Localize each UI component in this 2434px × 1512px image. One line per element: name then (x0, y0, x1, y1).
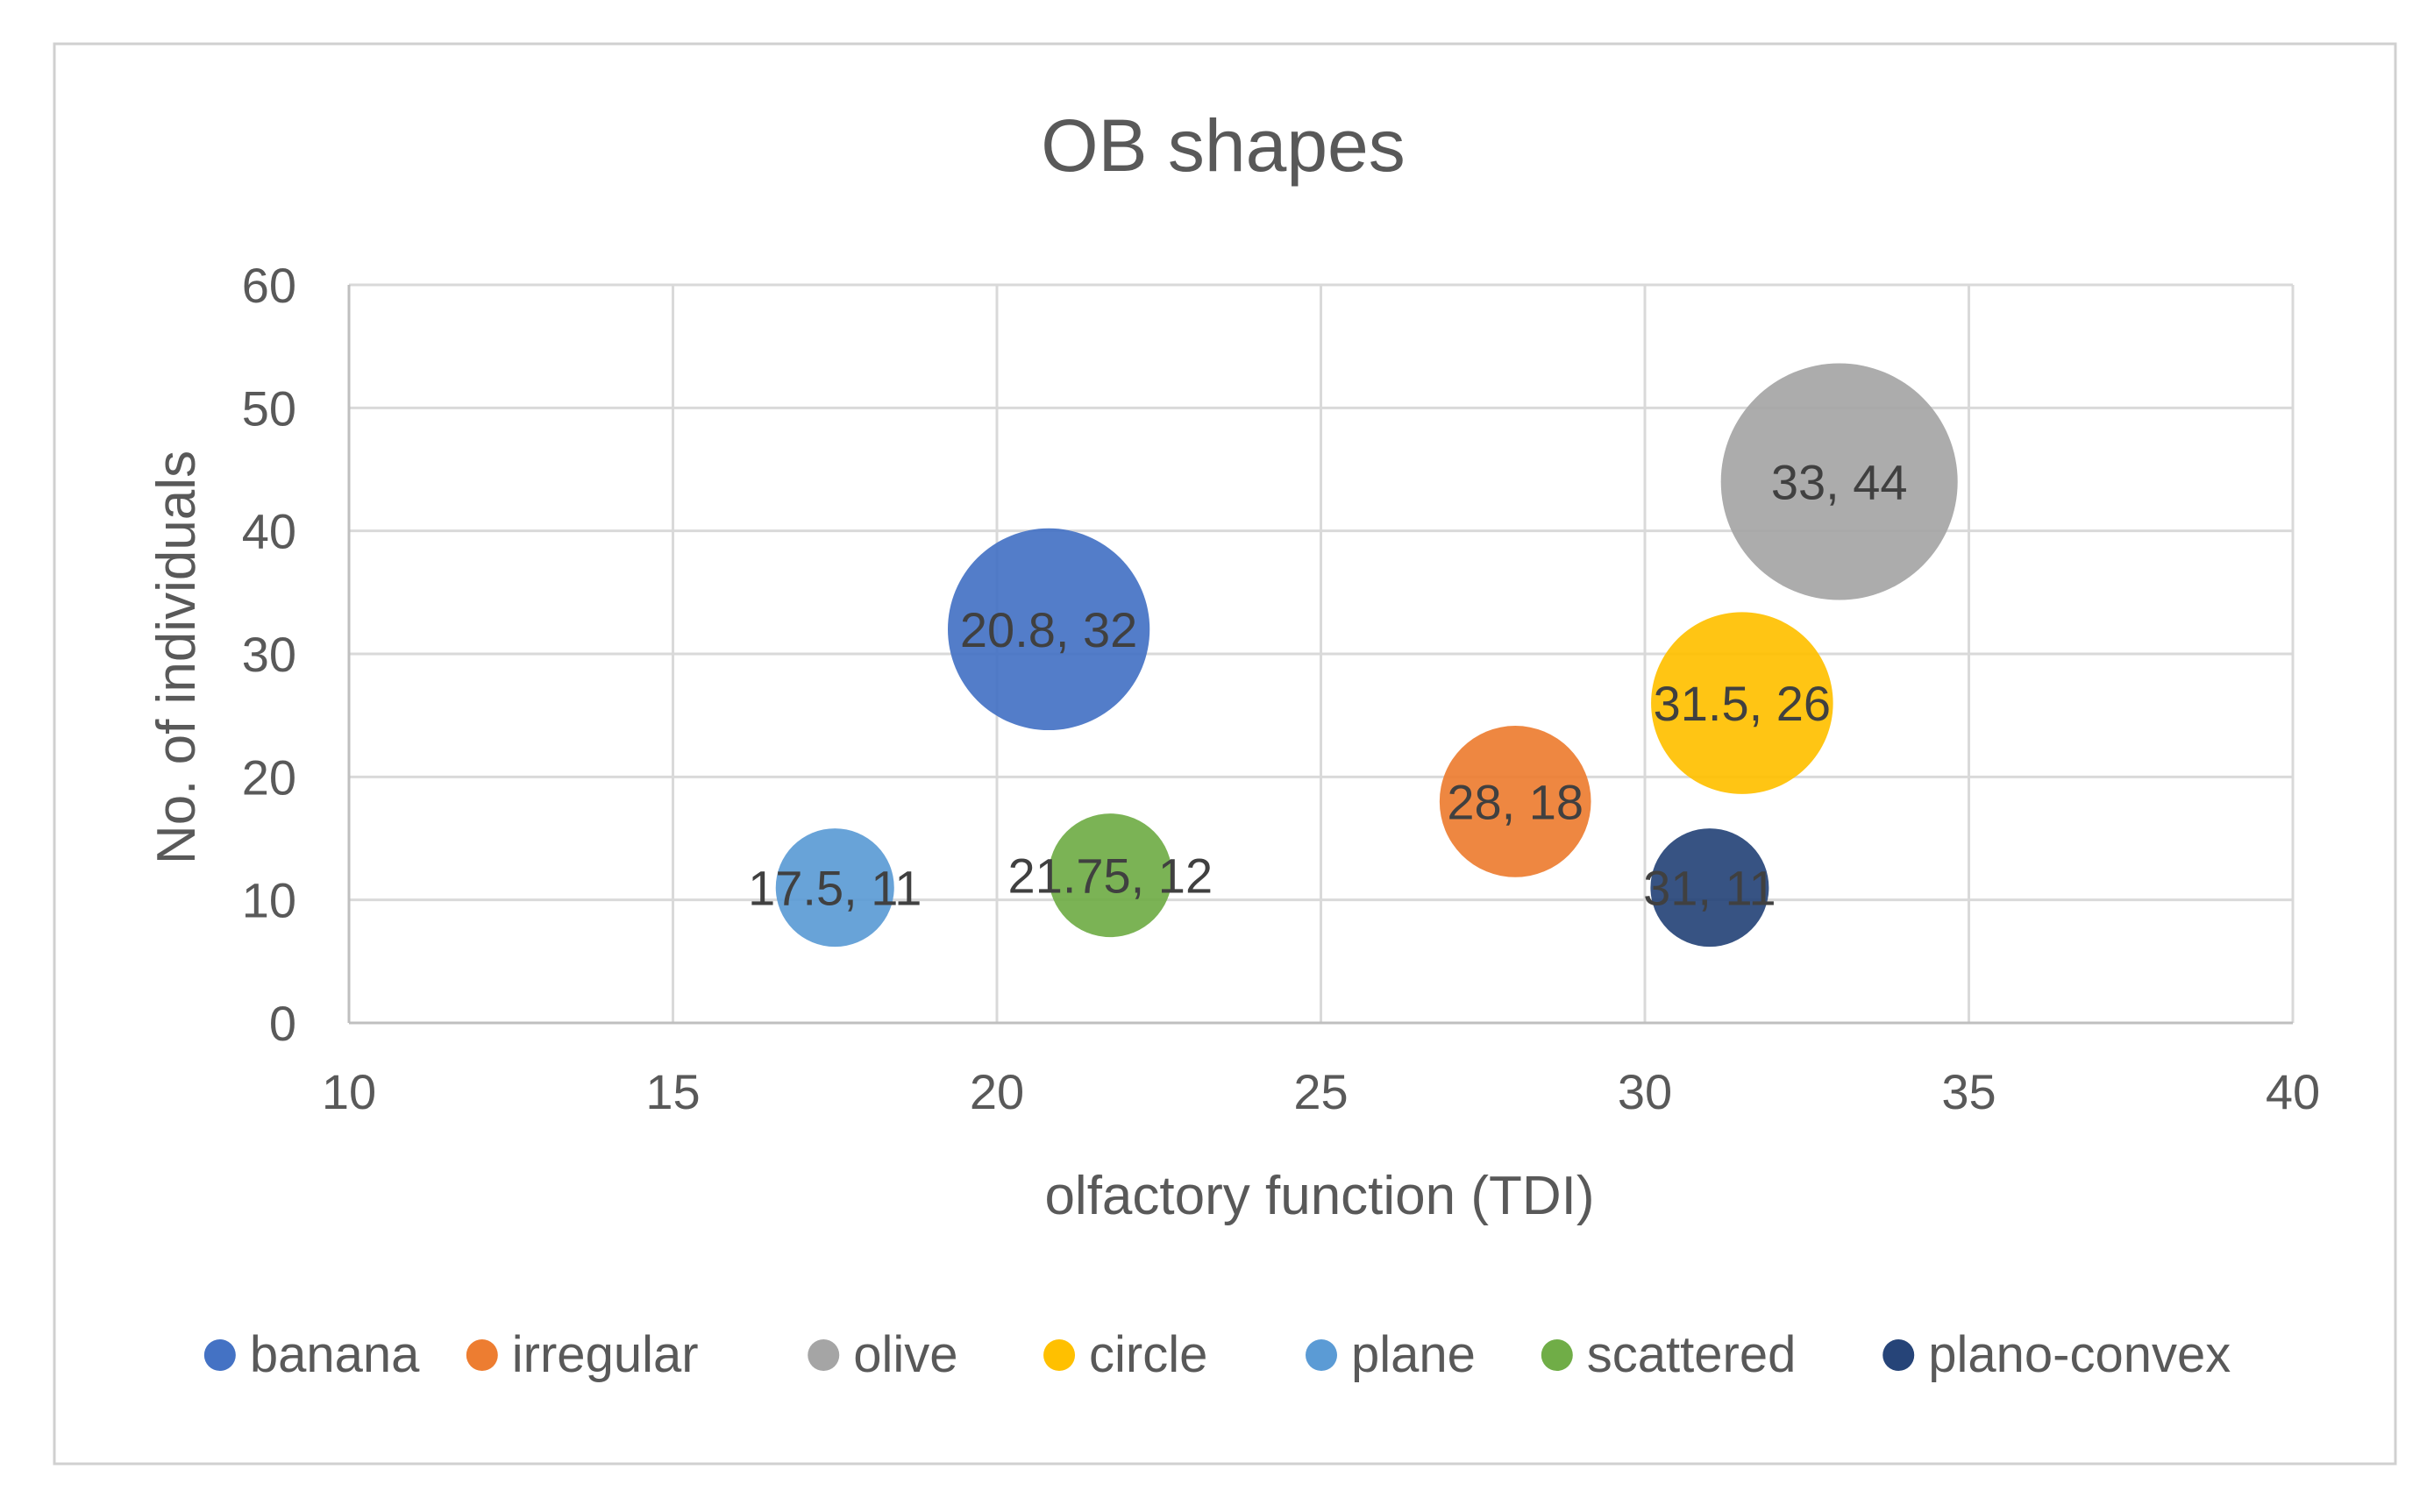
bubble-circle (1651, 612, 1833, 794)
y-tick-label: 60 (242, 258, 296, 313)
bubbles (775, 363, 1958, 948)
bubble-olive (1720, 363, 1958, 600)
legend-label-scattered: scattered (1587, 1326, 1797, 1383)
legend-item-banana: banana (203, 1326, 420, 1383)
bubble-banana (947, 528, 1150, 731)
y-tick-label: 40 (242, 504, 296, 559)
data-label-plano-convex: 31, 11 (1643, 861, 1776, 916)
x-tick-label: 10 (322, 1064, 376, 1119)
legend-label-circle: circle (1089, 1326, 1207, 1383)
x-tick-label: 25 (1293, 1064, 1348, 1119)
bubble-irregular (1439, 726, 1591, 877)
y-tick-label: 0 (269, 996, 296, 1051)
y-tick-label: 30 (242, 627, 296, 682)
legend-item-circle: circle (1043, 1326, 1207, 1383)
legend-marker-plane (1306, 1339, 1337, 1371)
x-tick-label: 40 (2266, 1064, 2320, 1119)
y-tick-label: 10 (242, 873, 296, 928)
legend-marker-circle (1043, 1339, 1076, 1371)
legend-item-olive: olive (808, 1326, 958, 1383)
x-tick-label: 35 (1941, 1064, 1996, 1119)
legend-label-olive: olive (853, 1326, 957, 1383)
y-tick-label: 50 (242, 380, 296, 436)
legend-label-irregular: irregular (512, 1326, 699, 1383)
bubble-plane (775, 828, 894, 948)
y-axis-title: No. of individuals (146, 451, 207, 864)
x-tick-label: 30 (1618, 1064, 1672, 1119)
legend-marker-plano-convex (1882, 1339, 1915, 1371)
data-labels: 20.8, 32 28, 18 33, 44 31.5, 26 17.5, 11 21.7… (748, 455, 1907, 916)
chart-area-border (53, 42, 2397, 1466)
legend-label-plano-convex: plano-convex (1928, 1326, 2231, 1383)
legend-marker-scattered (1541, 1339, 1573, 1371)
data-label-banana: 20.8, 32 (960, 602, 1137, 657)
y-tick-label: 20 (242, 749, 296, 805)
chart-title: OB shapes (1041, 104, 1406, 187)
data-label-circle: 31.5, 26 (1654, 676, 1831, 731)
data-label-irregular: 28, 18 (1447, 774, 1584, 829)
bubble-scattered (1048, 813, 1172, 938)
gridlines (347, 283, 2295, 1025)
axes: 10 15 20 25 30 35 40 0 10 20 30 40 50 60 (242, 258, 2320, 1119)
x-axis-title: olfactory function (TDI) (1044, 1166, 1594, 1226)
data-label-scattered: 21.75, 12 (1008, 848, 1213, 904)
legend-item-plane: plane (1306, 1326, 1476, 1383)
data-label-plane: 17.5, 11 (748, 861, 922, 916)
legend-marker-irregular (466, 1339, 498, 1371)
legend-label-banana: banana (250, 1326, 420, 1383)
legend-marker-olive (808, 1339, 840, 1371)
x-tick-label: 15 (645, 1064, 700, 1119)
data-label-olive: 33, 44 (1771, 455, 1908, 510)
legend-label-plane: plane (1351, 1326, 1476, 1383)
bubble-plano-convex (1650, 828, 1769, 948)
legend-item-irregular: irregular (466, 1326, 699, 1383)
legend-item-scattered: scattered (1541, 1326, 1797, 1383)
legend-item-plano-convex: plano-convex (1882, 1326, 2231, 1383)
x-tick-label: 20 (970, 1064, 1024, 1119)
legend: banana irregular olive circle plane scattered… (203, 1326, 2231, 1383)
legend-marker-banana (203, 1339, 236, 1371)
